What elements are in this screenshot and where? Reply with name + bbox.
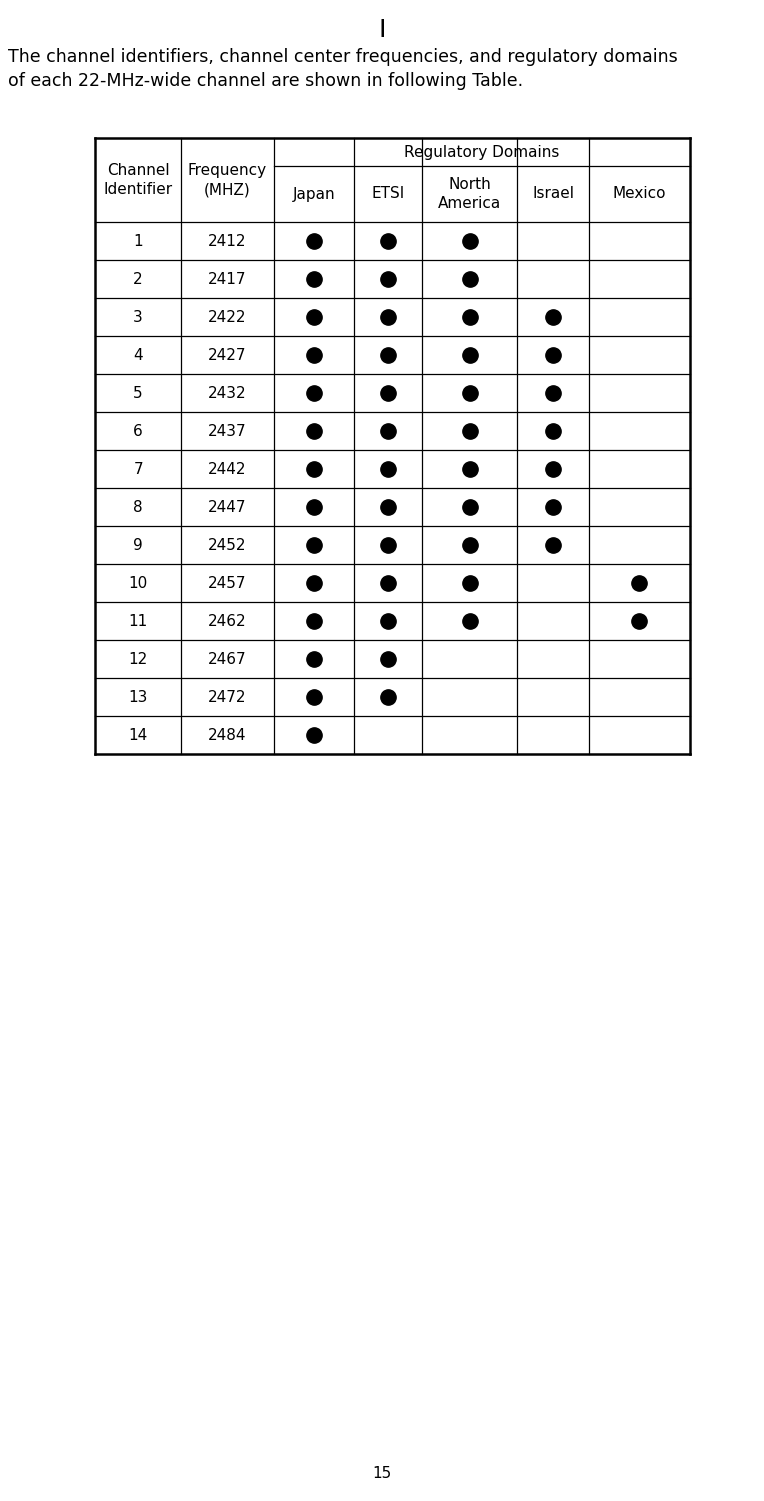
Text: 2422: 2422	[208, 309, 247, 324]
Text: 14: 14	[128, 728, 147, 743]
Text: 2427: 2427	[208, 348, 247, 363]
Text: 10: 10	[128, 575, 147, 590]
Text: 2442: 2442	[208, 461, 247, 476]
Text: 2412: 2412	[208, 234, 247, 249]
Text: 2437: 2437	[208, 423, 247, 438]
Text: 9: 9	[133, 537, 143, 552]
Text: I: I	[378, 18, 386, 42]
Text: 11: 11	[128, 614, 147, 629]
Text: 15: 15	[372, 1466, 392, 1481]
Text: 2417: 2417	[208, 272, 247, 287]
Text: Mexico: Mexico	[613, 186, 666, 201]
Text: ETSI: ETSI	[371, 186, 405, 201]
Text: North
America: North America	[439, 177, 501, 210]
Text: 4: 4	[134, 348, 143, 363]
Text: 2: 2	[134, 272, 143, 287]
Text: Channel
Identifier: Channel Identifier	[104, 162, 173, 198]
Text: 2447: 2447	[208, 500, 247, 515]
Text: 3: 3	[133, 309, 143, 324]
Text: 2467: 2467	[208, 651, 247, 666]
Text: 5: 5	[134, 386, 143, 401]
Text: 2484: 2484	[208, 728, 247, 743]
Text: 2452: 2452	[208, 537, 247, 552]
Text: 6: 6	[133, 423, 143, 438]
Text: Israel: Israel	[533, 186, 575, 201]
Text: 2462: 2462	[208, 614, 247, 629]
Text: 13: 13	[128, 689, 147, 704]
Text: 8: 8	[134, 500, 143, 515]
Text: Japan: Japan	[293, 186, 335, 201]
Text: 7: 7	[134, 461, 143, 476]
Text: of each 22-MHz-wide channel are shown in following Table.: of each 22-MHz-wide channel are shown in…	[8, 72, 523, 90]
Text: 2432: 2432	[208, 386, 247, 401]
Text: 2472: 2472	[208, 689, 247, 704]
Text: The channel identifiers, channel center frequencies, and regulatory domains: The channel identifiers, channel center …	[8, 48, 678, 66]
Text: Regulatory Domains: Regulatory Domains	[404, 144, 559, 159]
Text: 12: 12	[128, 651, 147, 666]
Text: 2457: 2457	[208, 575, 247, 590]
Text: 1: 1	[134, 234, 143, 249]
Text: Frequency
(MHZ): Frequency (MHZ)	[188, 162, 267, 198]
